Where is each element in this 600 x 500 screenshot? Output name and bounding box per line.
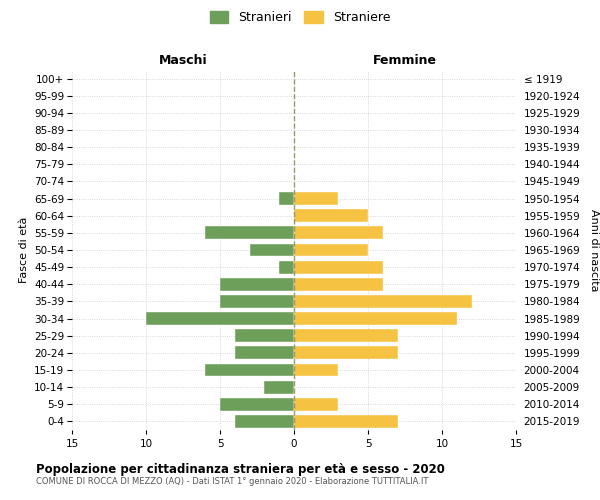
- Bar: [294, 415, 398, 428]
- Legend: Stranieri, Straniere: Stranieri, Straniere: [205, 6, 395, 29]
- Bar: [294, 346, 398, 360]
- Bar: [235, 330, 294, 342]
- Text: Popolazione per cittadinanza straniera per età e sesso - 2020: Popolazione per cittadinanza straniera p…: [36, 462, 445, 475]
- Bar: [294, 278, 383, 290]
- Bar: [294, 226, 383, 239]
- Bar: [294, 260, 383, 274]
- Bar: [205, 364, 294, 376]
- Bar: [235, 346, 294, 360]
- Text: COMUNE DI ROCCA DI MEZZO (AQ) - Dati ISTAT 1° gennaio 2020 - Elaborazione TUTTIT: COMUNE DI ROCCA DI MEZZO (AQ) - Dati IST…: [36, 478, 428, 486]
- Bar: [250, 244, 294, 256]
- Bar: [220, 295, 294, 308]
- Bar: [294, 295, 472, 308]
- Y-axis label: Fasce di età: Fasce di età: [19, 217, 29, 283]
- Bar: [220, 398, 294, 410]
- Bar: [294, 330, 398, 342]
- Bar: [279, 192, 294, 205]
- Bar: [294, 244, 368, 256]
- Bar: [294, 312, 457, 325]
- Y-axis label: Anni di nascita: Anni di nascita: [589, 209, 599, 291]
- Bar: [220, 278, 294, 290]
- Text: Femmine: Femmine: [373, 54, 437, 66]
- Bar: [235, 415, 294, 428]
- Bar: [294, 192, 338, 205]
- Bar: [294, 398, 338, 410]
- Bar: [294, 364, 338, 376]
- Text: Maschi: Maschi: [158, 54, 208, 66]
- Bar: [205, 226, 294, 239]
- Bar: [265, 380, 294, 394]
- Bar: [279, 260, 294, 274]
- Bar: [146, 312, 294, 325]
- Bar: [294, 210, 368, 222]
